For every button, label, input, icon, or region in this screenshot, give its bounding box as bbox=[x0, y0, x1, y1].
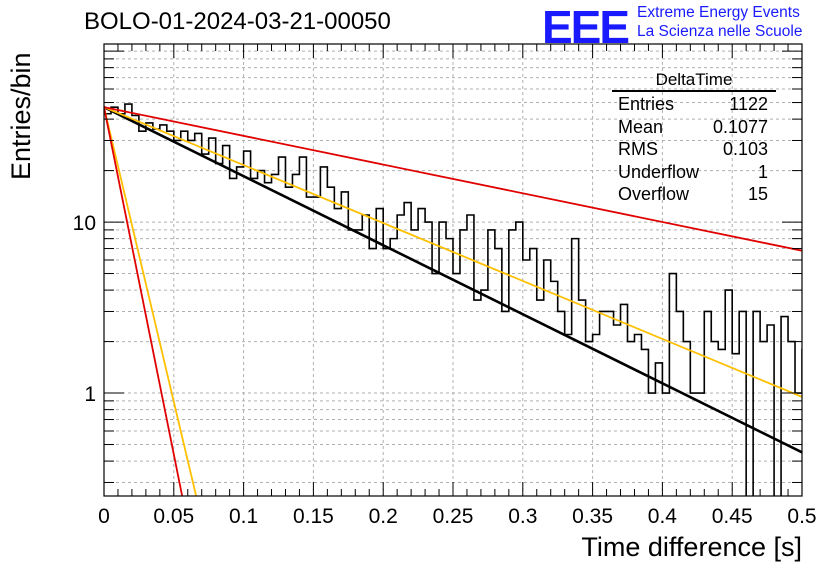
chart-title: BOLO-01-2024-03-21-00050 bbox=[84, 8, 391, 35]
fit-line bbox=[104, 106, 184, 496]
fit-line bbox=[104, 105, 802, 454]
x-axis-label: Time difference [s] bbox=[581, 532, 802, 562]
y-tick-label: 1 bbox=[84, 383, 96, 406]
stats-value: 1 bbox=[757, 161, 768, 182]
x-tick-label: 0 bbox=[98, 505, 110, 528]
x-tick-label: 0.25 bbox=[433, 505, 474, 528]
y-tick-label: 10 bbox=[73, 212, 96, 235]
x-tick-label: 0.1 bbox=[229, 505, 258, 528]
stats-title: DeltaTime bbox=[655, 70, 733, 89]
fit-line bbox=[104, 106, 802, 398]
x-tick-label: 0.5 bbox=[787, 505, 816, 528]
stats-label: Overflow bbox=[618, 184, 690, 205]
stats-box: DeltaTime Entries 1122 Mean 0.1077 RMS 0… bbox=[612, 70, 776, 206]
stats-value: 1122 bbox=[729, 94, 768, 114]
stats-row-entries: Entries 1122 bbox=[612, 93, 776, 116]
fit-line bbox=[104, 106, 802, 252]
eee-logo: EEE bbox=[542, 1, 630, 53]
logo-line-2: La Scienza nelle Scuole bbox=[637, 23, 803, 40]
x-tick-label: 0.3 bbox=[508, 505, 537, 528]
stats-label: Entries bbox=[618, 94, 675, 114]
fit-line bbox=[104, 106, 198, 496]
stats-value: 0.1077 bbox=[712, 116, 768, 137]
stats-row-mean: Mean 0.1077 bbox=[612, 116, 776, 139]
stats-label: Underflow bbox=[618, 161, 700, 182]
stats-row-underflow: Underflow 1 bbox=[612, 161, 776, 184]
stats-value: 0.103 bbox=[722, 139, 768, 160]
stats-label: RMS bbox=[618, 139, 658, 160]
x-tick-label: 0.4 bbox=[648, 505, 678, 528]
x-tick-label: 0.15 bbox=[293, 505, 334, 528]
stats-row-overflow: Overflow 15 bbox=[612, 183, 776, 206]
logo-line-1: Extreme Energy Events bbox=[637, 4, 800, 21]
y-axis-label: Entries/bin bbox=[6, 52, 36, 180]
x-tick-label: 0.05 bbox=[153, 505, 194, 528]
x-tick-label: 0.35 bbox=[572, 505, 613, 528]
stats-label: Mean bbox=[618, 116, 664, 137]
x-tick-label: 0.2 bbox=[369, 505, 398, 528]
stats-value: 15 bbox=[747, 184, 768, 205]
stats-row-rms: RMS 0.103 bbox=[612, 138, 776, 161]
stats-divider bbox=[612, 90, 776, 92]
x-tick-label: 0.45 bbox=[712, 505, 753, 528]
